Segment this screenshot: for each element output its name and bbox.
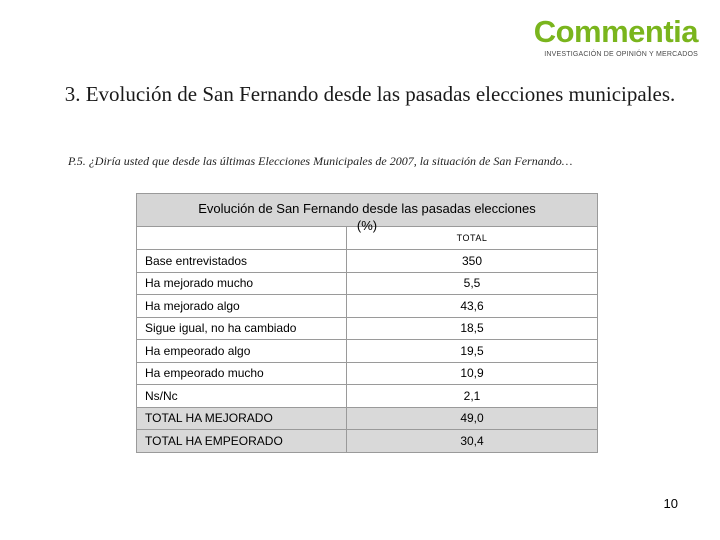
row-value: 5,5 xyxy=(346,271,598,295)
row-label: TOTAL HA MEJORADO xyxy=(136,406,347,430)
row-label: Ha mejorado algo xyxy=(136,294,347,318)
data-table: TOTAL Base entrevistados 350 Ha mejorado… xyxy=(136,226,598,453)
row-value: 10,9 xyxy=(346,361,598,385)
survey-question: P.5. ¿Diría usted que desde las últimas … xyxy=(68,154,573,168)
row-label: Ha empeorado algo xyxy=(136,339,347,363)
table-row: Sigue igual, no ha cambiado 18,5 xyxy=(136,316,598,340)
table-caption: Evolución de San Fernando desde las pasa… xyxy=(136,193,598,233)
results-table: Evolución de San Fernando desde las pasa… xyxy=(136,193,598,453)
row-label: TOTAL HA EMPEORADO xyxy=(136,429,347,453)
row-label: Ha mejorado mucho xyxy=(136,271,347,295)
table-row: Ha empeorado mucho 10,9 xyxy=(136,361,598,385)
header-blank-cell xyxy=(136,226,347,250)
row-value: 2,1 xyxy=(346,384,598,408)
table-row: Base entrevistados 350 xyxy=(136,249,598,273)
table-row-total: TOTAL HA EMPEORADO 30,4 xyxy=(136,429,598,453)
row-label: Ns/Nc xyxy=(136,384,347,408)
logo-tagline: INVESTIGACIÓN DE OPINIÓN Y MERCADOS xyxy=(544,51,698,58)
table-caption-unit: (%) xyxy=(356,218,378,233)
row-label: Base entrevistados xyxy=(136,249,347,273)
page-title: 3. Evolución de San Fernando desde las p… xyxy=(64,82,676,106)
row-label: Ha empeorado mucho xyxy=(136,361,347,385)
table-row-total: TOTAL HA MEJORADO 49,0 xyxy=(136,406,598,430)
table-header-row: TOTAL xyxy=(136,226,598,250)
table-row: Ha empeorado algo 19,5 xyxy=(136,339,598,363)
row-value: 49,0 xyxy=(346,406,598,430)
commentia-logo: Commentia INVESTIGACIÓN DE OPINIÓN Y MER… xyxy=(533,14,699,58)
row-value: 350 xyxy=(346,249,598,273)
row-label: Sigue igual, no ha cambiado xyxy=(136,316,347,340)
page-number: 10 xyxy=(663,496,678,511)
table-row: Ha mejorado mucho 5,5 xyxy=(136,271,598,295)
column-header-total: TOTAL xyxy=(346,226,598,250)
table-row: Ns/Nc 2,1 xyxy=(136,384,598,408)
row-value: 30,4 xyxy=(346,429,598,453)
row-value: 18,5 xyxy=(346,316,598,340)
table-caption-title: Evolución de San Fernando desde las pasa… xyxy=(198,201,536,216)
table-row: Ha mejorado algo 43,6 xyxy=(136,294,598,318)
logo-wordmark: Commentia xyxy=(533,14,699,49)
row-value: 43,6 xyxy=(346,294,598,318)
row-value: 19,5 xyxy=(346,339,598,363)
